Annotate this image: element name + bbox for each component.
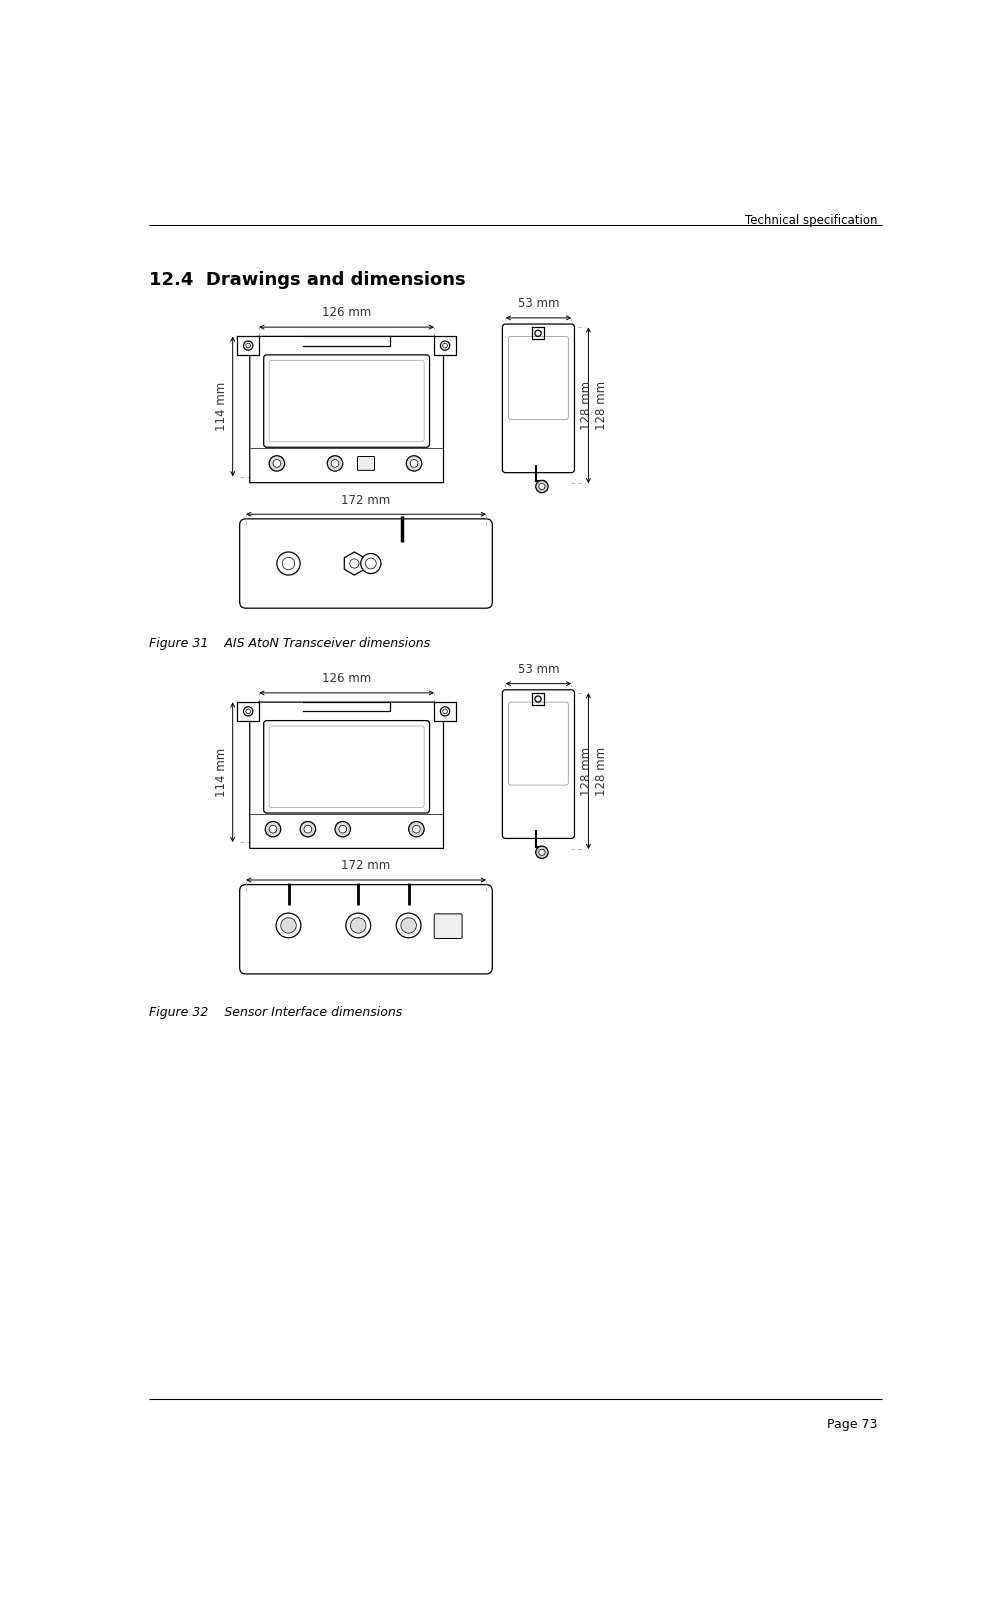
Circle shape — [350, 918, 366, 932]
Circle shape — [408, 821, 425, 837]
Circle shape — [350, 559, 359, 569]
FancyBboxPatch shape — [239, 884, 492, 974]
FancyBboxPatch shape — [357, 456, 374, 470]
FancyBboxPatch shape — [502, 325, 574, 472]
Polygon shape — [532, 693, 544, 705]
Circle shape — [539, 483, 545, 490]
Circle shape — [245, 343, 250, 347]
Polygon shape — [505, 326, 571, 470]
Circle shape — [400, 918, 416, 932]
FancyBboxPatch shape — [270, 726, 425, 808]
Polygon shape — [435, 701, 456, 721]
Polygon shape — [344, 553, 364, 575]
Polygon shape — [249, 701, 444, 848]
Circle shape — [304, 826, 312, 832]
Circle shape — [243, 706, 253, 716]
Circle shape — [335, 821, 350, 837]
Circle shape — [266, 821, 281, 837]
FancyBboxPatch shape — [239, 519, 492, 608]
Text: 128 mm: 128 mm — [595, 747, 608, 795]
Polygon shape — [303, 336, 390, 346]
Circle shape — [536, 847, 548, 858]
Text: 128 mm: 128 mm — [595, 381, 608, 430]
Circle shape — [406, 456, 422, 472]
Text: 53 mm: 53 mm — [518, 663, 559, 675]
Circle shape — [365, 558, 376, 569]
Circle shape — [243, 341, 253, 351]
Polygon shape — [237, 336, 260, 356]
Text: 128 mm: 128 mm — [580, 747, 594, 795]
Circle shape — [441, 341, 450, 351]
Circle shape — [361, 554, 381, 574]
Text: 53 mm: 53 mm — [518, 297, 559, 310]
Polygon shape — [435, 336, 456, 356]
Text: 114 mm: 114 mm — [215, 748, 228, 797]
Circle shape — [396, 913, 422, 937]
Circle shape — [276, 913, 301, 937]
Text: 172 mm: 172 mm — [341, 860, 390, 873]
Circle shape — [245, 709, 250, 714]
Text: 12.4  Drawings and dimensions: 12.4 Drawings and dimensions — [149, 271, 466, 289]
Polygon shape — [303, 701, 390, 711]
FancyBboxPatch shape — [502, 690, 574, 839]
Circle shape — [441, 706, 450, 716]
Polygon shape — [267, 724, 427, 810]
Polygon shape — [249, 336, 444, 483]
Text: 128 mm: 128 mm — [580, 381, 594, 430]
Circle shape — [535, 330, 541, 336]
Polygon shape — [267, 357, 427, 444]
Text: 114 mm: 114 mm — [215, 381, 228, 431]
Circle shape — [277, 553, 300, 575]
Circle shape — [281, 918, 296, 932]
Text: 126 mm: 126 mm — [322, 307, 371, 320]
FancyBboxPatch shape — [509, 336, 568, 419]
Polygon shape — [237, 701, 260, 721]
Circle shape — [535, 696, 541, 701]
FancyBboxPatch shape — [509, 701, 568, 785]
FancyBboxPatch shape — [264, 721, 430, 813]
Circle shape — [410, 459, 417, 467]
Text: Figure 32    Sensor Interface dimensions: Figure 32 Sensor Interface dimensions — [149, 1007, 402, 1020]
Text: Page 73: Page 73 — [827, 1419, 877, 1432]
Circle shape — [346, 913, 370, 937]
Text: Technical specification: Technical specification — [745, 213, 877, 226]
Circle shape — [412, 826, 421, 832]
FancyBboxPatch shape — [270, 360, 425, 441]
Text: 172 mm: 172 mm — [341, 493, 390, 506]
Polygon shape — [505, 693, 571, 835]
Polygon shape — [532, 326, 544, 339]
Circle shape — [300, 821, 316, 837]
Circle shape — [539, 848, 545, 855]
Circle shape — [327, 456, 343, 472]
FancyBboxPatch shape — [264, 356, 430, 448]
FancyBboxPatch shape — [435, 915, 462, 939]
Circle shape — [443, 343, 448, 347]
Circle shape — [331, 459, 339, 467]
Circle shape — [536, 480, 548, 493]
Circle shape — [273, 459, 281, 467]
Circle shape — [339, 826, 347, 832]
Text: Figure 31    AIS AtoN Transceiver dimensions: Figure 31 AIS AtoN Transceiver dimension… — [149, 637, 431, 650]
Circle shape — [283, 558, 295, 570]
Circle shape — [443, 709, 448, 714]
Circle shape — [270, 826, 277, 832]
Circle shape — [270, 456, 285, 472]
Text: 126 mm: 126 mm — [322, 672, 371, 685]
